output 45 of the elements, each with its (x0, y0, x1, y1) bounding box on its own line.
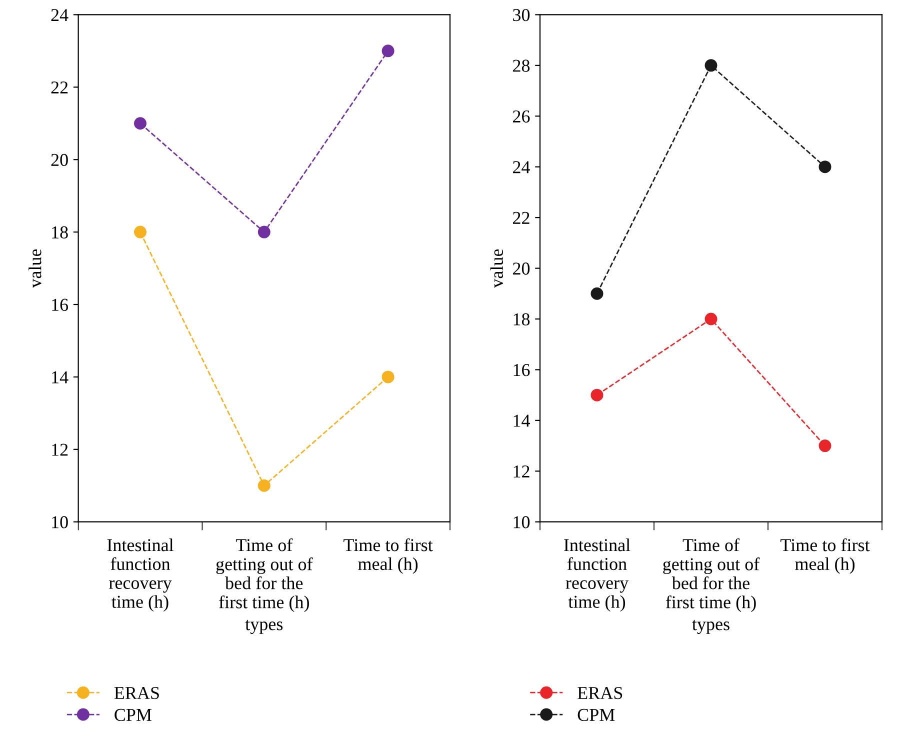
x-axis-title: types (692, 620, 730, 634)
y-tick-label: 22 (513, 212, 530, 224)
y-axis-title: value (490, 249, 503, 288)
legend-label: ERAS (578, 686, 622, 700)
y-tick-label: 18 (52, 226, 68, 238)
legend-label: ERAS (114, 686, 159, 700)
y-tick-label: 18 (514, 313, 530, 326)
x-tick-label: Time to first meal (h) (344, 538, 433, 574)
point (382, 370, 394, 384)
y-tick-label: 12 (52, 444, 68, 456)
y-tick-label: 28 (513, 60, 530, 72)
point (134, 226, 146, 238)
y-tick-label: 26 (513, 110, 530, 123)
point (818, 160, 832, 174)
x-tick-label: Time to first meal (h) (780, 538, 870, 574)
y-tick-label: 22 (51, 81, 68, 94)
point (258, 226, 270, 238)
y-tick-label: 20 (513, 262, 530, 275)
x-tick-label: Time of getting out of bed for the first time (h) (663, 538, 760, 612)
y-axis-title: value (28, 249, 42, 288)
y-tick-label: 10 (514, 516, 530, 528)
y-tick-label: 24 (51, 9, 68, 21)
point (382, 44, 394, 58)
point (590, 388, 604, 402)
y-tick-label: 16 (52, 298, 68, 311)
point (258, 479, 270, 492)
legend-label: CPM (578, 708, 615, 722)
x-tick-label: Intestinal function recovery time (h) (564, 538, 630, 612)
x-tick-label: Intestinal function recovery time (h) (107, 538, 174, 612)
point (590, 287, 604, 300)
y-tick-label: 30 (513, 8, 530, 22)
y-tick-label: 14 (514, 414, 530, 427)
point (704, 312, 718, 326)
y-tick-label: 12 (514, 465, 530, 478)
legend-label: CPM (114, 708, 152, 722)
point (134, 117, 146, 130)
point (704, 59, 718, 72)
x-axis-title: types (245, 620, 283, 634)
y-tick-label: 14 (52, 371, 68, 384)
y-tick-label: 24 (513, 161, 530, 174)
x-tick-label: Time of getting out of bed for the first time (h) (216, 538, 313, 612)
point (818, 440, 832, 452)
y-tick-label: 16 (514, 364, 530, 376)
y-tick-label: 10 (52, 516, 68, 528)
y-tick-label: 20 (51, 154, 68, 166)
